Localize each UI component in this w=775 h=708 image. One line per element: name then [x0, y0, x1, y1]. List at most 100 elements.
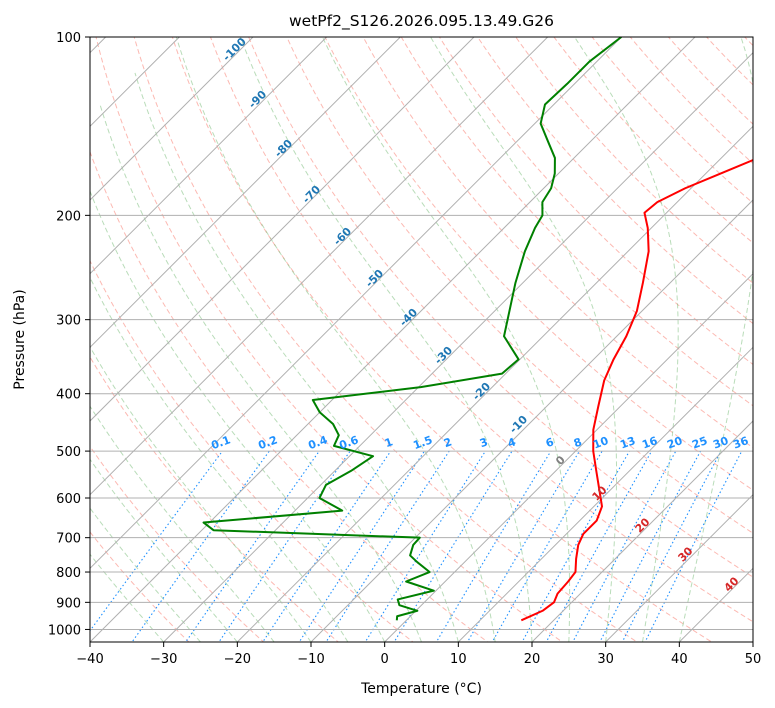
mixing-ratio-line — [131, 450, 270, 642]
isotherm-line — [163, 51, 753, 642]
isotherm-line — [236, 125, 753, 642]
mixing-ratio-label: 25 — [690, 434, 709, 451]
moist-adiabat-line — [90, 507, 201, 642]
isotherm-label: -90 — [246, 88, 269, 111]
dry-adiabat-line — [90, 150, 489, 642]
moist-adiabat-line — [90, 345, 312, 642]
x-tick-label: 30 — [597, 652, 614, 667]
isotherm-line — [384, 272, 753, 642]
moist-adiabat-line — [322, 37, 571, 642]
y-tick-label: 800 — [56, 566, 81, 581]
line-labels: -100-90-80-70-60-50-40-30-20-10010203040… — [209, 35, 750, 595]
isotherm-line — [90, 37, 622, 570]
dry-adiabat-line — [90, 259, 414, 642]
x-tick-label: 0 — [381, 652, 389, 667]
mixing-ratio-line — [466, 450, 580, 642]
dry-adiabat-line — [400, 37, 753, 407]
mixing-ratio-label: 1.5 — [411, 433, 434, 452]
isotherm-label: -80 — [272, 137, 295, 160]
dry-adiabat-line — [90, 356, 339, 642]
mixing-ratio-label: 0.4 — [306, 433, 329, 452]
dry-adiabat-line — [171, 37, 713, 642]
dry-adiabat-line — [667, 37, 753, 125]
isotherm-line — [90, 37, 254, 201]
y-tick-label: 500 — [56, 445, 81, 460]
isotherm-label: -10 — [507, 413, 530, 436]
dry-adiabat-line — [438, 37, 753, 366]
moist-adiabats — [90, 37, 753, 642]
isotherm-line — [90, 37, 401, 349]
mixing-ratio-line — [262, 450, 392, 642]
isotherm-line — [678, 567, 753, 642]
chart-title: wetPf2_S126.2026.095.13.49.G26 — [289, 12, 554, 31]
x-tick-label: 50 — [745, 652, 762, 667]
isotherm-label: 30 — [676, 544, 696, 564]
y-tick-label: 1000 — [48, 623, 81, 638]
mixing-ratio-line — [491, 450, 603, 642]
moist-adiabat-line — [90, 276, 349, 642]
dry-adiabat-line — [95, 37, 564, 642]
isotherm-label: 10 — [590, 483, 610, 503]
x-tick-label: −20 — [224, 652, 251, 667]
isotherm-line — [605, 493, 753, 642]
mixing-ratio-label: 20 — [665, 434, 684, 452]
isotherm-line — [90, 37, 475, 422]
y-tick-label: 400 — [56, 388, 81, 403]
isotherm-label: 40 — [722, 574, 742, 594]
dry-adiabat-line — [591, 37, 753, 204]
isotherm-line — [531, 420, 753, 642]
dry-adiabat-line — [515, 37, 753, 284]
mixing-ratio-line — [185, 450, 320, 642]
axes: −40 −30 −20 −10 0 10 20 30 40 50 100 200 300 400 500 6 0… — [48, 31, 761, 667]
temperature-profile — [520, 159, 753, 622]
y-tick-label: 100 — [56, 31, 81, 46]
x-tick-label: −40 — [76, 652, 103, 667]
isotherm-label: -100 — [220, 35, 249, 64]
x-tick-label: −30 — [150, 652, 177, 667]
moist-adiabat-line — [134, 72, 459, 642]
x-tick-label: −10 — [297, 652, 324, 667]
dry-adiabat-line — [286, 37, 753, 534]
moist-adiabat-line — [99, 104, 422, 642]
isotherm-label: -60 — [331, 225, 354, 248]
isobars — [90, 37, 753, 630]
plot-background — [90, 24, 775, 654]
isotherm-label: -70 — [300, 183, 323, 206]
y-tick-label: 300 — [56, 314, 81, 329]
dry-adiabats — [90, 24, 775, 654]
mixing-ratio-line — [298, 450, 425, 642]
isotherm-line — [90, 37, 328, 275]
isotherm-label: -40 — [397, 306, 420, 329]
mixing-ratio-line — [393, 450, 513, 642]
mixing-ratio-label: 30 — [711, 434, 730, 452]
mixing-ratio-label: 8 — [572, 435, 584, 450]
mixing-ratio-label: 10 — [591, 434, 610, 452]
isotherm-line — [457, 346, 753, 642]
y-tick-label: 200 — [56, 209, 81, 224]
moist-adiabat-line — [678, 37, 753, 642]
mixing-ratio-line — [644, 450, 743, 642]
mixing-ratio-label: 1 — [383, 435, 395, 450]
y-axis-title: Pressure (hPa) — [12, 289, 28, 389]
mixing-ratio-label: 36 — [731, 434, 750, 452]
moist-adiabat-line — [430, 37, 618, 642]
isotherm-line — [310, 199, 753, 642]
mixing-ratio-label: 2 — [442, 435, 454, 450]
mixing-ratio-label: 6 — [544, 435, 556, 450]
mixing-ratio-label: 0.1 — [209, 433, 232, 452]
dewpoint-profile — [202, 37, 622, 621]
dry-adiabat-line — [209, 37, 753, 623]
dry-adiabat-line — [705, 37, 753, 86]
dry-adiabat-line — [770, 24, 775, 654]
moist-adiabat-line — [239, 37, 533, 642]
plot-frame — [89, 36, 754, 643]
mixing-ratio-line — [545, 450, 653, 642]
isotherm-line — [90, 37, 549, 496]
x-tick-label: 20 — [524, 652, 541, 667]
mixing-ratio-line — [621, 450, 722, 642]
mixing-ratio-label: 16 — [640, 434, 659, 452]
x-tick-label: 10 — [450, 652, 467, 667]
mixing-ratio-line — [325, 450, 450, 642]
dry-adiabat-line — [477, 37, 753, 325]
